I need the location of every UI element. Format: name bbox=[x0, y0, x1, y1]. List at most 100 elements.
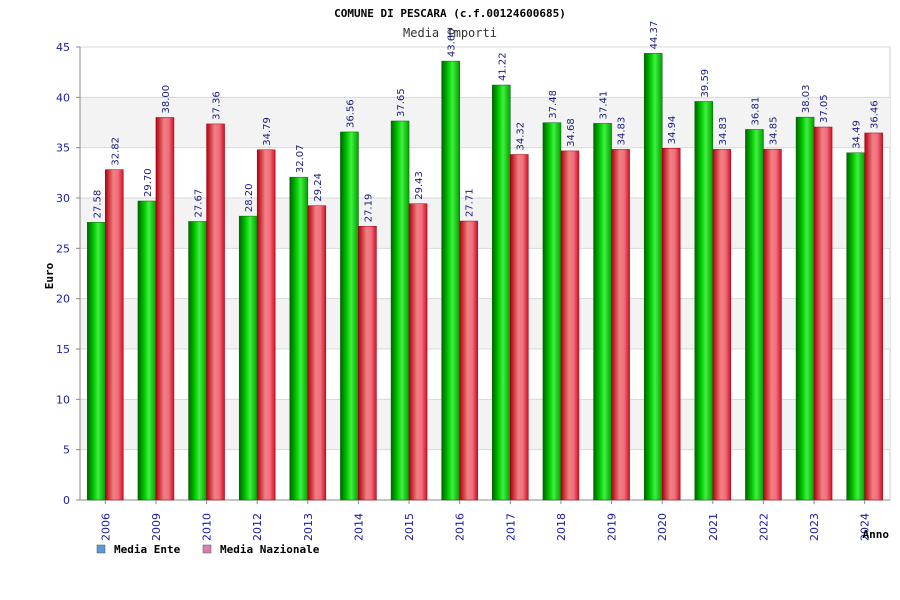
value-label-media-nazionale-2015: 29.43 bbox=[414, 171, 425, 200]
bar-media-ente-2022 bbox=[745, 129, 764, 501]
value-label-media-ente-2014: 36.56 bbox=[345, 99, 356, 128]
x-tick-label: 2015 bbox=[403, 513, 416, 541]
bar-media-nazionale-2013 bbox=[307, 205, 327, 501]
bar-media-ente-2019 bbox=[593, 123, 612, 501]
value-label-media-ente-2019: 37.41 bbox=[599, 91, 610, 120]
legend-label-media-ente: Media Ente bbox=[114, 543, 181, 556]
bar-media-ente-2014 bbox=[340, 131, 359, 501]
x-tick-label: 2009 bbox=[150, 513, 163, 541]
bar-media-nazionale-2022 bbox=[763, 148, 782, 501]
value-label-media-ente-2012: 28.20 bbox=[244, 183, 255, 212]
x-tick-label: 2006 bbox=[99, 513, 112, 541]
value-label-media-ente-2021: 39.59 bbox=[700, 69, 711, 98]
bar-media-nazionale-2014 bbox=[358, 226, 377, 501]
y-tick-label: 40 bbox=[56, 91, 70, 104]
value-label-media-nazionale-2013: 29.24 bbox=[313, 173, 324, 202]
bar-media-ente-2013 bbox=[289, 176, 309, 501]
y-tick-label: 0 bbox=[63, 494, 70, 507]
bar-media-nazionale-2006 bbox=[105, 169, 124, 501]
x-tick-label: 2021 bbox=[707, 513, 720, 541]
value-label-media-ente-2017: 41.22 bbox=[497, 52, 508, 81]
y-tick-label: 10 bbox=[56, 393, 70, 406]
legend: Media Ente Media Nazionale bbox=[96, 543, 320, 556]
value-label-media-nazionale-2023: 37.05 bbox=[819, 94, 830, 123]
bar-media-nazionale-2018 bbox=[560, 150, 580, 501]
bar-media-nazionale-2009 bbox=[155, 117, 175, 501]
value-label-media-nazionale-2006: 32.82 bbox=[110, 137, 121, 166]
bar-media-ente-2016 bbox=[441, 60, 460, 501]
value-label-media-nazionale-2021: 34.83 bbox=[718, 117, 729, 146]
value-label-media-nazionale-2014: 27.19 bbox=[363, 194, 374, 223]
y-tick-label: 25 bbox=[56, 242, 70, 255]
value-label-media-ente-2016: 43.60 bbox=[447, 28, 458, 57]
bar-media-ente-2015 bbox=[390, 120, 410, 501]
x-tick-label: 2018 bbox=[555, 513, 568, 541]
y-tick-label: 15 bbox=[56, 343, 70, 356]
x-tick-label: 2014 bbox=[352, 513, 365, 541]
value-labels: 27.58 32.82 29.70 38.00 27.67 37.36 28.20 34.79… bbox=[92, 21, 880, 223]
bar-media-ente-2021 bbox=[694, 101, 714, 501]
value-label-media-ente-2020: 44.37 bbox=[649, 21, 660, 50]
value-label-media-nazionale-2024: 36.46 bbox=[870, 100, 881, 129]
value-label-media-nazionale-2020: 34.94 bbox=[667, 116, 678, 145]
bars bbox=[87, 53, 883, 501]
value-label-media-ente-2023: 38.03 bbox=[801, 85, 812, 114]
legend-swatch-media-nazionale bbox=[202, 544, 212, 554]
bar-media-nazionale-2021 bbox=[712, 149, 732, 501]
bar-media-nazionale-2010 bbox=[206, 123, 225, 501]
x-tick-label: 2024 bbox=[859, 513, 872, 541]
x-tick-label: 2012 bbox=[251, 513, 264, 541]
x-tick-label: 2023 bbox=[808, 513, 821, 541]
bar-media-ente-2020 bbox=[643, 53, 663, 501]
bar-media-ente-2009 bbox=[137, 200, 157, 501]
bar-media-nazionale-2020 bbox=[661, 148, 681, 501]
x-axis: 2006 2009 2010 2012 2013 2014 2015 2016 2017 2018… bbox=[99, 500, 872, 541]
bar-media-ente-2006 bbox=[87, 222, 106, 501]
bar-media-ente-2023 bbox=[795, 116, 815, 501]
value-label-media-nazionale-2018: 34.68 bbox=[566, 118, 577, 147]
y-tick-label: 45 bbox=[56, 41, 70, 54]
bar-media-nazionale-2012 bbox=[256, 149, 276, 501]
x-tick-label: 2022 bbox=[757, 513, 770, 541]
x-tick-label: 2019 bbox=[606, 513, 619, 541]
value-label-media-nazionale-2019: 34.83 bbox=[617, 117, 628, 146]
value-label-media-ente-2022: 36.81 bbox=[750, 97, 761, 126]
value-label-media-ente-2010: 27.67 bbox=[194, 189, 205, 218]
value-label-media-nazionale-2022: 34.85 bbox=[768, 117, 779, 146]
bar-media-nazionale-2024 bbox=[864, 132, 883, 501]
bar-media-nazionale-2019 bbox=[611, 149, 630, 501]
bar-media-ente-2017 bbox=[492, 84, 511, 501]
bar-media-ente-2024 bbox=[846, 152, 865, 501]
x-tick-label: 2010 bbox=[201, 513, 214, 541]
value-label-media-ente-2009: 29.70 bbox=[143, 168, 154, 197]
y-tick-label: 5 bbox=[63, 444, 70, 457]
y-tick-label: 30 bbox=[56, 192, 70, 205]
bar-media-nazionale-2015 bbox=[408, 203, 428, 501]
value-label-media-nazionale-2009: 38.00 bbox=[161, 85, 172, 114]
chart-subtitle: Media Importi bbox=[403, 26, 497, 40]
y-tick-label: 35 bbox=[56, 142, 70, 155]
value-label-media-ente-2006: 27.58 bbox=[92, 190, 103, 219]
x-tick-label: 2017 bbox=[504, 513, 517, 541]
value-label-media-ente-2013: 32.07 bbox=[295, 145, 306, 174]
chart-title: COMUNE DI PESCARA (c.f.00124600685) bbox=[334, 7, 566, 20]
bar-media-nazionale-2016 bbox=[459, 220, 478, 501]
value-label-media-nazionale-2010: 37.36 bbox=[212, 91, 223, 120]
x-axis-label: Anno bbox=[863, 528, 890, 541]
bar-media-nazionale-2017 bbox=[510, 154, 529, 501]
legend-swatch-media-ente bbox=[96, 544, 106, 554]
y-axis-label: Euro bbox=[43, 262, 56, 289]
x-tick-label: 2016 bbox=[454, 513, 467, 541]
x-tick-label: 2013 bbox=[302, 513, 315, 541]
legend-label-media-nazionale: Media Nazionale bbox=[220, 543, 320, 556]
bar-media-ente-2010 bbox=[188, 221, 207, 501]
bar-media-nazionale-2023 bbox=[813, 126, 833, 501]
value-label-media-ente-2015: 37.65 bbox=[396, 88, 407, 117]
y-tick-label: 20 bbox=[56, 293, 70, 306]
bar-media-ente-2012 bbox=[238, 215, 258, 501]
bar-media-ente-2018 bbox=[542, 122, 562, 501]
x-tick-label: 2020 bbox=[656, 513, 669, 541]
value-label-media-nazionale-2012: 34.79 bbox=[262, 117, 273, 146]
value-label-media-ente-2018: 37.48 bbox=[548, 90, 559, 119]
